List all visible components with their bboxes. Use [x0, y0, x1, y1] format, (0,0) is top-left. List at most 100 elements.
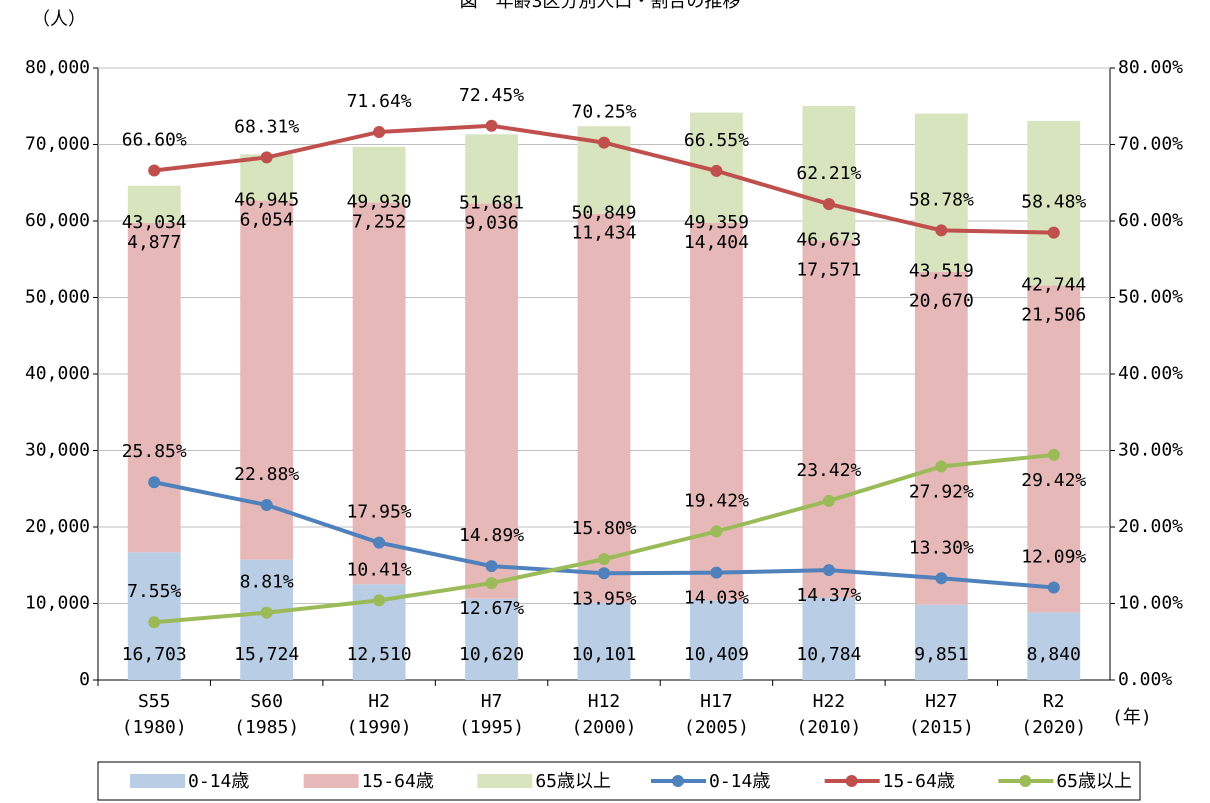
- legend-swatch: [130, 774, 185, 788]
- legend-swatch: [672, 775, 684, 787]
- bar-segment: [914, 113, 968, 272]
- data-label: 14,404: [684, 232, 749, 253]
- y-tick-label: 40,000: [25, 363, 90, 384]
- x-tick-label: (1980): [122, 717, 187, 738]
- x-tick-label: S60: [250, 691, 283, 712]
- data-label: 68.31%: [234, 116, 299, 137]
- data-label: 21,506: [1021, 304, 1086, 325]
- line-marker: [598, 553, 610, 566]
- data-label: 14.37%: [796, 585, 861, 606]
- data-label: 29.42%: [1021, 470, 1086, 491]
- data-label: 42,744: [1021, 274, 1086, 295]
- line-marker: [935, 572, 948, 585]
- line-marker: [1047, 226, 1060, 239]
- data-label: 8,840: [1027, 644, 1081, 665]
- x-tick-label: H2: [368, 691, 390, 712]
- y-tick-label: 30,000: [25, 440, 90, 461]
- data-label: 11,434: [571, 223, 636, 244]
- data-label: 9,036: [464, 212, 518, 233]
- bar-segment: [465, 134, 518, 204]
- data-label: 10,620: [459, 644, 524, 665]
- x-tick-label: (2010): [796, 717, 861, 738]
- data-label: 20,670: [909, 291, 974, 312]
- data-label: 71.64%: [347, 91, 412, 112]
- legend-swatch: [1019, 775, 1032, 787]
- data-label: 22.88%: [234, 464, 299, 485]
- bar-segment: [1027, 612, 1081, 680]
- line-marker: [485, 119, 498, 132]
- y2-tick-label: 30.00%: [1118, 440, 1183, 461]
- data-label: 51,681: [459, 192, 524, 213]
- legend-box: [97, 761, 1141, 801]
- x-tick-label: (1995): [459, 717, 524, 738]
- line-marker: [373, 536, 386, 549]
- bar-segment: [1027, 120, 1081, 286]
- data-label: 13.95%: [571, 588, 636, 609]
- chart-title: 図 年齢3区分別人口・割合の推移: [460, 0, 741, 12]
- y-tick-label: 10,000: [25, 593, 90, 614]
- bar-segment: [465, 598, 518, 680]
- data-label: 15.80%: [571, 518, 636, 539]
- data-label: 10,101: [571, 644, 636, 665]
- line-marker: [710, 525, 723, 538]
- data-label: 49,359: [684, 212, 749, 233]
- data-label: 17.95%: [347, 502, 412, 523]
- data-label: 10.41%: [347, 559, 412, 580]
- data-label: 50,849: [571, 203, 636, 224]
- data-label: 6,054: [240, 210, 294, 231]
- bar-segment: [1027, 285, 1081, 613]
- x-tick-label: H17: [700, 691, 733, 712]
- line-marker: [822, 494, 835, 507]
- x-axis-label: (年): [1112, 707, 1152, 728]
- data-label: 62.21%: [796, 163, 861, 184]
- line-marker: [710, 164, 723, 177]
- data-label: 49,930: [347, 191, 412, 212]
- y-tick-label: 80,000: [25, 57, 90, 78]
- bar-segment: [465, 203, 518, 599]
- line-marker: [1047, 448, 1060, 461]
- y2-tick-label: 70.00%: [1118, 134, 1183, 155]
- line-marker: [485, 577, 498, 590]
- line-marker: [1047, 581, 1060, 594]
- x-tick-label: H27: [925, 691, 958, 712]
- x-tick-label: (2020): [1021, 717, 1086, 738]
- y-axis-label: （人）: [32, 9, 86, 30]
- data-label: 46,945: [234, 190, 299, 211]
- data-label: 12.67%: [459, 598, 524, 619]
- legend-label: 15-64歳: [883, 771, 955, 792]
- data-label: 10,784: [796, 644, 861, 665]
- bar-segment: [802, 106, 856, 241]
- data-label: 58.48%: [1021, 192, 1086, 213]
- bar-segment: [802, 597, 856, 680]
- bar-segment: [240, 559, 294, 680]
- line-marker: [373, 125, 386, 138]
- x-tick-label: S55: [138, 691, 171, 712]
- line-marker: [485, 560, 498, 573]
- bar-segment: [352, 202, 406, 585]
- y2-tick-label: 0.00%: [1118, 669, 1172, 690]
- line-marker: [373, 594, 386, 607]
- legend: 0-14歳 15-64歳 65歳以上 0-14歳 15-64歳 65歳以上: [97, 761, 1141, 801]
- legend-label: 0-14歳: [188, 771, 249, 792]
- data-label: 72.45%: [459, 85, 524, 106]
- bar-segment: [127, 185, 181, 224]
- bar-segment: [577, 602, 631, 680]
- line-marker: [260, 151, 273, 164]
- data-label: 27.92%: [909, 481, 974, 502]
- line-marker: [148, 164, 161, 177]
- y-tick-label: 0: [79, 669, 90, 690]
- bar-segment: [127, 552, 181, 680]
- legend-label: 65歳以上: [1056, 771, 1132, 792]
- data-label: 23.42%: [796, 460, 861, 481]
- bar-segment: [914, 271, 968, 605]
- line-marker: [710, 566, 723, 579]
- legend-label: 0-14歳: [709, 771, 770, 792]
- y2-tick-label: 60.00%: [1118, 210, 1183, 231]
- line-marker: [822, 564, 835, 577]
- data-label: 4,877: [127, 232, 181, 253]
- line-marker: [598, 136, 610, 149]
- y2-tick-label: 10.00%: [1118, 593, 1183, 614]
- line-marker: [260, 498, 273, 511]
- data-label: 70.25%: [571, 102, 636, 123]
- data-label: 16,703: [122, 644, 187, 665]
